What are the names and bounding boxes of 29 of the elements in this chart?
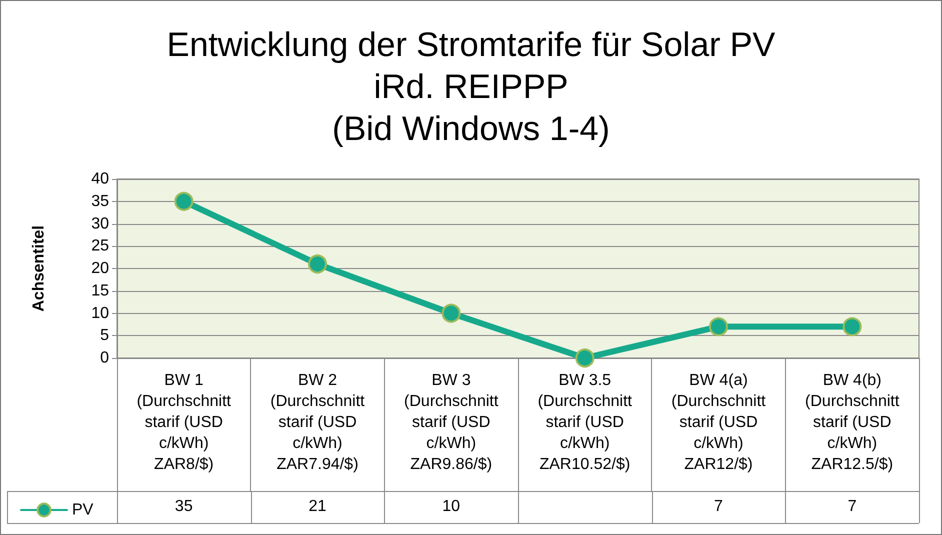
point: [709, 317, 728, 336]
point: [442, 304, 461, 323]
data-label: 21: [308, 497, 328, 517]
data-label: 7: [713, 497, 724, 517]
x-tick-label: BW 3 (Durchschnitt starif (USD c/kWh) ZAR9.86/$): [404, 372, 499, 473]
point: [575, 348, 594, 368]
legend-label: PV: [72, 502, 94, 518]
point: [174, 192, 194, 211]
y-tick-label: 40: [91, 170, 110, 188]
point: [842, 317, 862, 336]
x-tick-label: BW 2 (Durchschnitt starif (USD c/kWh) ZAR7.94/$): [270, 372, 366, 473]
y-tick-label: 25: [91, 238, 110, 255]
y-tick-label: 30: [91, 215, 110, 232]
y-tick-label: 15: [91, 282, 110, 300]
x-tick-label: BW 3.5 (Durchschnitt starif (USD c/kWh) ZAR10.52/$): [538, 372, 633, 473]
y-tick-label: 10: [91, 304, 110, 322]
y-tick-label: 35: [91, 192, 110, 210]
data-label: 7: [846, 497, 858, 517]
y-tick-label: 5: [100, 327, 110, 344]
x-tick-label: BW 4(b) (Durchschnitt starif (USD c/kWh) ZAR12.5/$): [805, 372, 900, 473]
y-axis-title: Achsentitel: [30, 225, 48, 312]
y-tick-label: 20: [91, 260, 110, 277]
chart-title: Entwicklung der Stromtarife für Solar PV iRd. REIPPP (Bid Windows 1-4): [166, 26, 776, 148]
data-label: 10: [441, 497, 462, 517]
x-tick-label: BW 4(a) (Durchschnitt starif (USD c/kWh) ZAR12/$): [671, 372, 766, 473]
point: [308, 254, 327, 274]
data-label: 35: [174, 497, 194, 517]
x-tick-label: BW 1 (Durchschnitt starif (USD c/kWh) ZAR8/$): [136, 372, 232, 473]
y-tick-label: 0: [100, 350, 110, 366]
